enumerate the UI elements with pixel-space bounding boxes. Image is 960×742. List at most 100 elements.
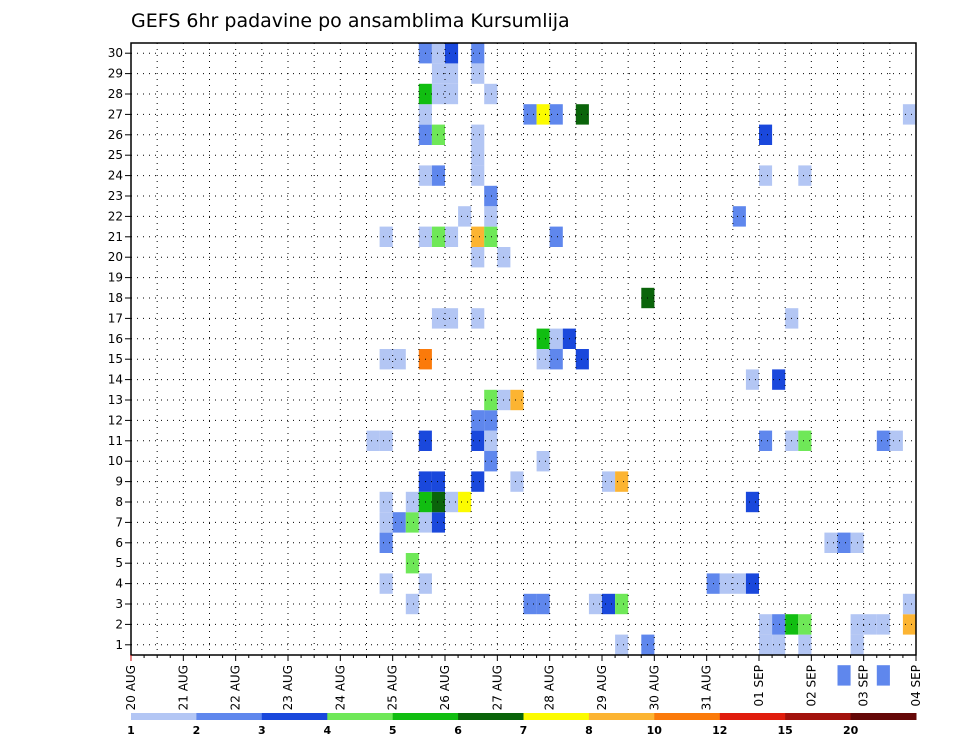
precip-cell — [549, 226, 563, 247]
precip-cell — [536, 328, 550, 349]
precip-cell — [902, 593, 916, 615]
precip-cell — [575, 104, 589, 125]
precip-cell — [549, 328, 563, 349]
x-tick-label: 30 AUG — [647, 665, 661, 710]
y-tick-label: 13 — [108, 393, 123, 407]
precip-cell — [732, 573, 746, 594]
y-tick-label: 8 — [115, 495, 123, 509]
precip-cell — [431, 471, 445, 492]
precip-cell — [431, 63, 445, 84]
precip-cell — [405, 491, 419, 513]
precip-cell — [471, 247, 485, 268]
precip-cell — [379, 349, 393, 370]
precip-cell — [392, 512, 406, 533]
precip-cell — [484, 430, 498, 451]
precip-cell — [379, 491, 393, 513]
y-tick-label: 18 — [108, 291, 123, 305]
y-tick-label: 24 — [108, 169, 123, 183]
y-tick-label: 30 — [108, 46, 123, 60]
y-tick-label: 19 — [108, 271, 123, 285]
precip-cell — [445, 491, 459, 513]
precip-cell — [405, 512, 419, 533]
precip-cell — [536, 349, 550, 370]
precip-cell — [745, 369, 759, 390]
precip-cell — [392, 349, 406, 370]
colorbar-swatch — [392, 713, 459, 720]
precip-cell — [471, 410, 485, 431]
precip-cell — [902, 104, 916, 125]
x-tick-label: 26 AUG — [438, 665, 452, 710]
precip-cell — [759, 430, 773, 451]
precip-cell — [379, 512, 393, 533]
precip-cell — [379, 430, 393, 451]
precip-cell — [484, 83, 498, 105]
data-cells — [366, 43, 916, 686]
precip-cell — [588, 593, 602, 615]
x-tick-label: 01 SEP — [752, 665, 766, 707]
y-tick-label: 12 — [108, 413, 123, 427]
y-tick-label: 4 — [115, 577, 123, 591]
precip-cell — [824, 532, 838, 553]
precip-cell — [759, 634, 773, 655]
colorbar-label: 10 — [647, 724, 663, 737]
x-tick-label: 23 AUG — [281, 665, 295, 710]
precip-cell — [798, 430, 812, 451]
precip-cell — [536, 104, 550, 125]
colorbar-swatch — [588, 713, 655, 720]
precip-cell — [902, 614, 916, 635]
colorbar-label: 20 — [843, 724, 859, 737]
precip-cell — [732, 206, 746, 227]
precip-cell — [536, 593, 550, 615]
precip-cell — [431, 83, 445, 105]
y-tick-label: 10 — [108, 454, 123, 468]
precip-cell — [837, 665, 851, 686]
precip-cell — [876, 614, 890, 635]
precip-cell — [484, 185, 498, 207]
y-tick-label: 7 — [115, 515, 123, 529]
x-tick-label: 22 AUG — [229, 665, 243, 710]
colorbar-swatch — [261, 713, 328, 720]
x-tick-label: 29 AUG — [595, 665, 609, 710]
precip-cell — [510, 471, 524, 492]
colorbar-swatch — [196, 713, 263, 720]
precip-cell — [772, 634, 786, 655]
precip-cell — [798, 614, 812, 635]
precip-cell — [889, 430, 903, 451]
precip-cell — [471, 430, 485, 451]
precip-cell — [602, 471, 616, 492]
precip-cell — [405, 553, 419, 574]
colorbar-label: 2 — [193, 724, 201, 737]
y-tick-label: 28 — [108, 87, 123, 101]
precip-cell — [549, 104, 563, 125]
precip-cell — [445, 43, 459, 64]
precip-cell — [471, 165, 485, 186]
precip-cell — [405, 593, 419, 615]
y-tick-label: 20 — [108, 250, 123, 264]
y-tick-label: 29 — [108, 67, 123, 81]
precip-cell — [602, 593, 616, 615]
y-tick-label: 15 — [108, 352, 123, 366]
x-tick-label: 31 AUG — [700, 665, 714, 710]
colorbar-label: 8 — [585, 724, 593, 737]
colorbar-label: 3 — [258, 724, 266, 737]
precip-cell — [772, 369, 786, 390]
y-tick-label: 25 — [108, 148, 123, 162]
precip-cell — [471, 43, 485, 64]
colorbar-swatch — [131, 713, 197, 720]
precip-cell — [445, 226, 459, 247]
precip-cell — [484, 206, 498, 227]
colorbar-label: 1 — [127, 724, 135, 737]
colorbar-swatch — [327, 713, 394, 720]
precip-cell — [431, 165, 445, 186]
x-tick-label: 27 AUG — [490, 665, 504, 710]
precip-cell — [523, 593, 537, 615]
precip-cell — [431, 491, 445, 513]
y-axis-ticks: 1234567891011121314151617181920212223242… — [108, 46, 131, 652]
precip-cell — [379, 532, 393, 553]
chart-title: GEFS 6hr padavine po ansamblima Kursumli… — [131, 10, 570, 32]
precip-cell — [445, 83, 459, 105]
y-tick-label: 27 — [108, 107, 123, 121]
precip-cell — [615, 593, 629, 615]
colorbar: 1 2 3 4 5 6 7 8 10 12 15 20 — [127, 713, 917, 737]
